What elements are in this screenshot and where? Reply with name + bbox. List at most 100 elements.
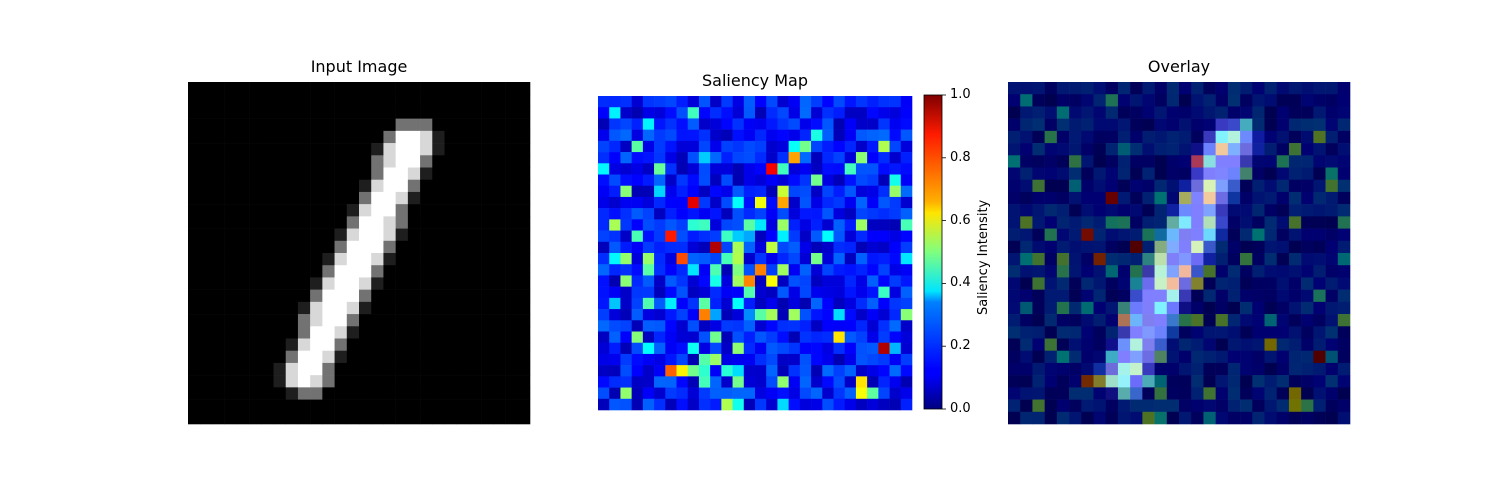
input-image-cell xyxy=(212,375,225,388)
saliency-map-cell xyxy=(687,320,700,332)
overlay-cell xyxy=(1215,289,1229,303)
saliency-map-cell xyxy=(844,264,857,276)
overlay-cell xyxy=(1301,94,1314,107)
saliency-map-cell xyxy=(732,353,745,366)
overlay-cell xyxy=(1276,289,1290,303)
saliency-map-cell xyxy=(822,253,834,265)
saliency-map-cell xyxy=(811,219,823,231)
saliency-map-cell xyxy=(855,163,868,175)
overlay-cell xyxy=(1191,350,1204,364)
saliency-map-cell xyxy=(766,309,778,321)
input-image-cell xyxy=(420,94,433,107)
overlay-cell xyxy=(1130,350,1143,364)
input-image-cell xyxy=(261,265,274,278)
overlay-cell xyxy=(1191,338,1204,352)
overlay-cell xyxy=(1032,106,1045,119)
overlay-cell xyxy=(1179,204,1192,217)
input-image-cell xyxy=(200,277,213,290)
input-image-cell xyxy=(359,191,372,205)
input-image-cell xyxy=(444,240,458,254)
input-image-cell xyxy=(200,204,213,217)
saliency-map-cell xyxy=(642,163,655,175)
overlay-cell xyxy=(1276,191,1290,205)
input-image-cell xyxy=(517,130,531,144)
input-image-cell xyxy=(420,130,433,144)
saliency-map-cell xyxy=(889,241,902,254)
overlay-cell xyxy=(1020,289,1033,303)
overlay-cell xyxy=(1301,155,1314,168)
saliency-map-cell xyxy=(654,208,666,220)
saliency-map-cell xyxy=(665,107,677,119)
saliency-map-cell xyxy=(642,152,655,164)
input-image-cell xyxy=(310,362,323,376)
overlay-cell xyxy=(1154,326,1168,339)
saliency-map-cell xyxy=(654,196,666,209)
input-image-cell xyxy=(322,326,335,339)
input-image-cell xyxy=(420,240,433,254)
overlay-cell xyxy=(1081,338,1094,352)
overlay-cell xyxy=(1240,167,1253,181)
saliency-map-cell xyxy=(721,264,733,276)
saliency-map-cell xyxy=(755,230,767,243)
input-image-cell xyxy=(224,228,238,242)
saliency-map-cell xyxy=(766,275,778,287)
saliency-map-cell xyxy=(609,129,621,142)
overlay-cell xyxy=(1227,253,1241,266)
input-image-cell xyxy=(383,228,396,242)
overlay-cell xyxy=(1056,265,1070,278)
overlay-cell xyxy=(1069,130,1082,144)
input-image-cell xyxy=(383,118,396,132)
saliency-map-cell xyxy=(788,96,801,108)
saliency-map-cell xyxy=(609,96,621,108)
input-image-cell xyxy=(261,106,274,119)
overlay-cell xyxy=(1166,314,1180,327)
overlay-cell xyxy=(1020,411,1033,425)
saliency-map-cell xyxy=(743,163,756,175)
overlay-cell xyxy=(1130,375,1143,388)
overlay-cell xyxy=(1313,362,1326,376)
input-image-cell xyxy=(468,94,482,107)
overlay-cell xyxy=(1032,338,1045,352)
overlay-cell xyxy=(1252,118,1265,132)
saliency-map-cell xyxy=(732,107,745,119)
input-image-cell xyxy=(249,130,262,144)
saliency-map-cell xyxy=(766,286,778,299)
saliency-map-cell xyxy=(620,196,632,209)
input-image-cell xyxy=(346,314,360,327)
saliency-map-cell xyxy=(598,320,610,332)
saliency-map-cell xyxy=(811,208,823,220)
saliency-map-cell xyxy=(721,398,733,411)
saliency-map-cell xyxy=(665,152,677,164)
overlay-cell xyxy=(1056,130,1070,144)
input-image-cell xyxy=(383,399,396,413)
overlay-cell xyxy=(1313,387,1326,400)
input-image-cell xyxy=(395,228,409,242)
input-image-cell xyxy=(481,314,494,327)
saliency-map-cell xyxy=(900,342,913,355)
saliency-map-cell xyxy=(676,185,689,198)
input-image-cell xyxy=(249,155,262,168)
saliency-map-cell xyxy=(878,353,890,366)
saliency-map-cell xyxy=(620,241,632,254)
input-image-cell xyxy=(407,362,421,376)
overlay-cell xyxy=(1179,191,1192,205)
input-image-cell xyxy=(444,411,458,425)
overlay-cell xyxy=(1215,240,1229,254)
overlay-cell xyxy=(1337,240,1351,254)
overlay-cell xyxy=(1069,411,1082,425)
input-image-cell xyxy=(444,216,458,229)
input-image-cell xyxy=(261,94,274,107)
input-image-cell xyxy=(297,253,311,266)
overlay-cell xyxy=(1032,399,1045,413)
overlay-cell xyxy=(1154,118,1168,132)
overlay-cell xyxy=(1179,179,1192,193)
overlay-cell xyxy=(1020,179,1033,193)
overlay-cell xyxy=(1117,387,1131,400)
saliency-map-cell xyxy=(766,297,778,310)
input-image-cell xyxy=(188,375,201,388)
input-image-cell xyxy=(468,375,482,388)
input-image-cell xyxy=(407,350,421,364)
saliency-map-cell xyxy=(878,163,890,175)
overlay-cell xyxy=(1301,301,1314,315)
overlay-cell xyxy=(1240,326,1253,339)
